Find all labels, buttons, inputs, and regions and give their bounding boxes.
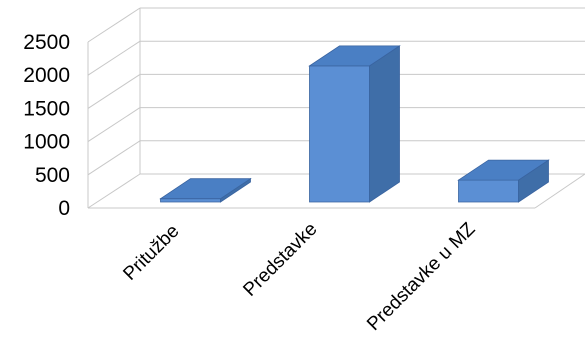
y-tick-label: 1500 xyxy=(23,97,70,120)
gridline-side-2500 xyxy=(87,7,141,43)
y-tick-label: 1000 xyxy=(23,131,70,154)
y-axis-tick-labels: 0 500 1000 1500 2000 2500 xyxy=(23,31,70,220)
bar-front xyxy=(458,179,519,203)
bar-2 xyxy=(457,159,550,203)
y-tick-label: 0 xyxy=(58,197,70,220)
y-tick-label: 2000 xyxy=(23,64,70,87)
x-category-label: Predstavke u MZ xyxy=(363,218,480,335)
gridline-side-2000 xyxy=(87,40,141,76)
bar-0 xyxy=(159,177,252,203)
bar-1 xyxy=(308,45,401,203)
x-category-label: Pritužbe xyxy=(119,221,183,285)
bars xyxy=(159,45,550,203)
bar-top xyxy=(308,45,401,67)
bar-top xyxy=(457,159,550,181)
bar-top xyxy=(159,178,252,200)
y-tick-label: 2500 xyxy=(23,31,70,54)
gridline-side-1000 xyxy=(87,107,141,143)
gridline-side-0 xyxy=(87,173,141,209)
y-tick-label: 500 xyxy=(35,164,70,187)
chart-walls xyxy=(87,8,585,209)
x-category-label: Predstavke xyxy=(239,219,321,301)
floor-right-edge xyxy=(534,173,585,209)
gridline-side-500 xyxy=(87,140,141,176)
bar-front xyxy=(309,65,370,203)
bar-front xyxy=(160,198,221,203)
gridline-side-1500 xyxy=(87,73,141,109)
bar-side xyxy=(369,45,400,203)
x-axis-category-labels: Pritužbe Predstavke Predstavke u MZ xyxy=(119,218,479,335)
